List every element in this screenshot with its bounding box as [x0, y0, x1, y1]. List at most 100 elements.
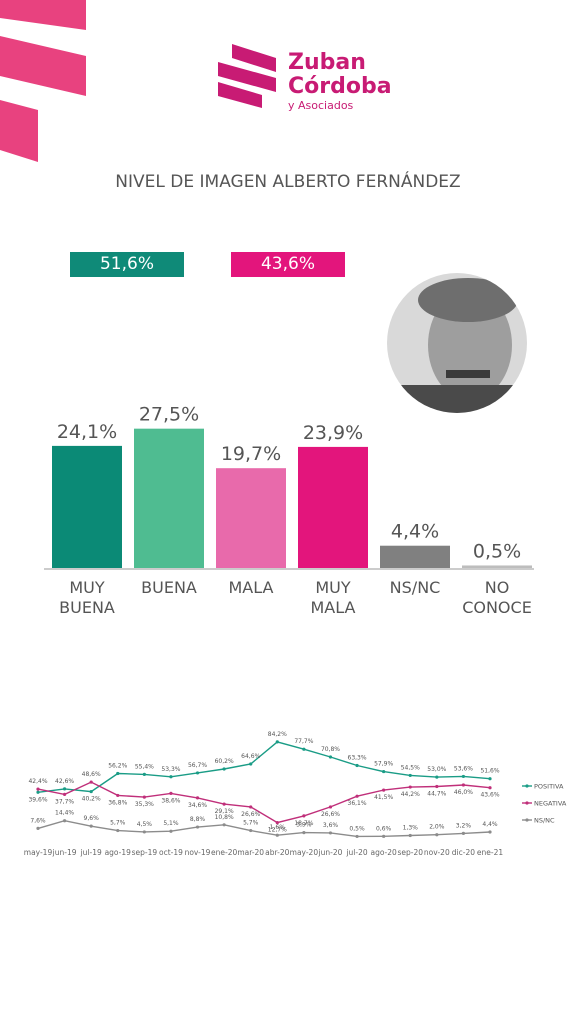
point [62, 792, 67, 796]
value-label: 3,6% [323, 822, 339, 829]
x-tick-label: ago-20 [370, 848, 397, 857]
point [275, 833, 279, 837]
value-label: 7,6% [30, 817, 46, 824]
point [408, 785, 412, 789]
value-label: 2,0% [429, 824, 445, 831]
x-tick-label: jul-20 [345, 848, 367, 857]
point [488, 777, 492, 781]
value-label: 0,6% [376, 825, 392, 832]
point [169, 829, 173, 833]
value-label: 9,6% [84, 815, 100, 822]
x-tick-label: nov-19 [185, 848, 211, 857]
value-label: 3,9% [296, 822, 312, 829]
logo-icon [218, 44, 276, 108]
value-label: 5,1% [163, 820, 179, 827]
value-label: 23,9% [303, 422, 363, 444]
value-label: 56,2% [108, 762, 127, 769]
value-label: 4,4% [391, 521, 439, 543]
point [382, 788, 386, 792]
value-label: 3,2% [456, 822, 472, 829]
point [302, 814, 306, 818]
point [435, 784, 439, 789]
point [195, 796, 200, 800]
point [382, 834, 386, 838]
value-label: 77,7% [294, 738, 313, 745]
x-tick-label: ago-19 [105, 848, 132, 857]
value-label: 27,5% [139, 404, 199, 426]
point [169, 775, 173, 779]
legend-dot [525, 801, 529, 805]
logo-name: Zuban [288, 50, 366, 75]
value-label: 4,4% [482, 821, 498, 828]
bar [462, 565, 532, 568]
point [355, 763, 359, 768]
point [355, 834, 359, 839]
x-tick-label: sep-20 [397, 848, 423, 857]
value-label: 24,1% [57, 421, 117, 443]
value-label: 44,2% [401, 791, 420, 798]
value-label: 36,1% [348, 800, 367, 807]
value-label: 0,5% [473, 540, 521, 562]
point [89, 824, 93, 828]
summary-negative: 43,6% [231, 252, 345, 277]
category-label: MALA [228, 578, 274, 597]
value-label: 84,2% [268, 731, 287, 738]
value-label: 41,5% [374, 794, 393, 801]
x-tick-label: jul-19 [80, 848, 102, 857]
point [116, 793, 120, 798]
category-label: BUENA [141, 578, 197, 597]
x-tick-label: may-20 [290, 848, 319, 857]
point [142, 830, 146, 834]
point [36, 790, 40, 794]
value-label: 53,0% [427, 766, 446, 773]
point [302, 830, 306, 835]
x-tick-label: abr-20 [265, 848, 289, 857]
point [142, 795, 146, 799]
point [382, 769, 386, 774]
x-tick-label: mar-20 [237, 848, 264, 857]
value-label: 54,5% [401, 764, 420, 771]
chart-title: NIVEL DE IMAGEN ALBERTO FERNÁNDEZ [115, 172, 461, 192]
legend-dot [525, 818, 529, 822]
point [328, 755, 333, 759]
value-label: 0,5% [349, 825, 365, 832]
legend-dot [525, 784, 529, 788]
bar [52, 445, 122, 568]
logo-subname: y Asociados [288, 99, 354, 112]
value-label: 29,1% [215, 808, 234, 815]
point [222, 767, 226, 771]
legend-label: NEGATIVA [534, 800, 567, 808]
bar [134, 428, 204, 568]
x-tick-label: jun-19 [52, 848, 77, 857]
bar [298, 446, 368, 568]
x-tick-label: nov-20 [424, 848, 450, 857]
series-line [37, 741, 491, 793]
bar [216, 468, 286, 568]
value-label: 56,7% [188, 762, 207, 769]
value-label: 70,8% [321, 746, 340, 753]
legend-label: NS/NC [534, 817, 555, 825]
x-tick-label: oct-19 [159, 848, 183, 857]
x-tick-label: sep-19 [132, 848, 158, 857]
summary-positive: 51,6% [70, 252, 184, 277]
point [275, 821, 279, 825]
category-label: MUY BUENA [59, 578, 115, 617]
x-tick-label: ene-21 [477, 848, 503, 857]
value-label: 36,8% [108, 799, 127, 806]
value-label: 14,4% [55, 810, 74, 817]
category-label: MUY MALA [310, 578, 356, 617]
value-label: 53,3% [161, 766, 180, 773]
value-label: 26,6% [241, 811, 260, 818]
x-tick-label: ene-20 [211, 848, 237, 857]
value-label: 37,7% [55, 798, 74, 805]
value-label: 44,7% [427, 790, 446, 797]
value-label: 35,3% [135, 801, 154, 808]
point [488, 786, 492, 790]
point [275, 740, 279, 744]
value-label: 26,6% [321, 811, 340, 818]
series-line [37, 781, 491, 824]
point [249, 762, 253, 766]
value-label: 12,7% [268, 827, 287, 834]
